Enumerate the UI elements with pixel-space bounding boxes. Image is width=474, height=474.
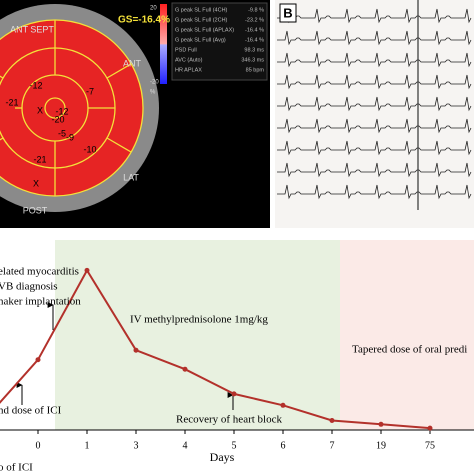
- ecg-trace: [277, 140, 472, 156]
- table-value: -9.8 %: [248, 7, 264, 13]
- x-tick-label: 0: [36, 440, 41, 451]
- panel-b-label: B: [283, 5, 292, 20]
- ecg-trace: [277, 96, 472, 112]
- segment-value: -20: [51, 114, 64, 124]
- segment-value: -9: [66, 132, 74, 142]
- table-label: G peak SL Full (Avg): [175, 37, 226, 43]
- wall-label: ANT: [123, 58, 142, 68]
- table-label: PSD Full: [175, 47, 197, 53]
- point: [182, 366, 188, 372]
- wall-label: LAT: [123, 172, 139, 182]
- bullseye: [0, 20, 143, 196]
- x-tick-label: 5: [232, 440, 237, 451]
- phase-iv: [55, 240, 340, 430]
- point: [84, 267, 90, 273]
- table-label: G peak SL Full (2CH): [175, 17, 228, 23]
- table-label: G peak SL Full (APLAX): [175, 27, 234, 33]
- x-tick-label: 19: [376, 440, 386, 451]
- ecg-bg: [275, 0, 474, 228]
- segment-value: -12: [55, 106, 68, 116]
- ecg-trace: [277, 118, 472, 134]
- panel-b: B: [275, 0, 474, 228]
- point: [280, 402, 286, 408]
- point: [427, 425, 433, 431]
- annotation: VB diagnosis: [0, 281, 58, 293]
- x-axis-label: Days: [210, 450, 235, 464]
- annotation: Tapered dose of oral predi: [352, 344, 467, 356]
- table-value: -16.4 %: [245, 27, 264, 33]
- point: [329, 418, 335, 423]
- table-value: 346.3 ms: [241, 57, 264, 63]
- table-value: 98.3 ms: [244, 47, 264, 53]
- marker: X: [33, 178, 39, 188]
- ecg-trace: [277, 184, 472, 200]
- ecg-trace: [277, 30, 472, 46]
- point: [378, 421, 384, 427]
- segment-value: -7: [86, 86, 94, 96]
- annotation: Recovery of heart block: [176, 414, 282, 426]
- table-label: HR APLAX: [175, 67, 202, 73]
- scale-label: 20: [150, 6, 157, 12]
- annotation: o of ICI: [0, 462, 33, 474]
- segment-value: -5: [58, 128, 66, 138]
- segment-value: -10: [83, 144, 96, 154]
- segment-value: -12: [29, 80, 42, 90]
- ecg-trace: [277, 8, 472, 24]
- x-tick-label: 6: [281, 440, 286, 451]
- table-label: G peak SL Full (4CH): [175, 7, 228, 13]
- ecg-trace: [277, 52, 472, 68]
- panel-b-label-box: [279, 3, 297, 23]
- x-tick-label: 4: [183, 440, 188, 451]
- x-tick-label: 3: [134, 440, 139, 451]
- segment-value: -21: [33, 154, 46, 164]
- marker: X: [37, 105, 43, 115]
- scale-label: -20: [150, 80, 159, 86]
- global-strain: GS=-16.4%: [118, 15, 170, 26]
- segment-value: -21: [5, 97, 18, 107]
- segment-lines: [0, 19, 144, 197]
- x-tick-label: 7: [330, 440, 335, 451]
- line: [0, 268, 431, 430]
- point: [133, 347, 139, 353]
- wall-label: ANT SEPT: [10, 24, 54, 34]
- ecg-trace: [277, 162, 472, 178]
- table-value: -23.2 %: [245, 17, 264, 23]
- annotation: naker implantation: [0, 296, 81, 308]
- color-scale: [160, 4, 167, 84]
- strain-table: [171, 2, 268, 81]
- scale-label: %: [150, 90, 156, 96]
- table-label: AVC (Auto): [175, 57, 203, 63]
- panel-c: 0 1 3 4 5 6 7 19 75 Days elated myocarditis VB diag…: [0, 240, 474, 474]
- annotation: IV methylprednisolone 1mg/kg: [130, 314, 268, 326]
- ecg-traces: [277, 8, 472, 200]
- point: [231, 391, 237, 397]
- phase-oral: [340, 240, 474, 430]
- annotation: elated myocarditis: [0, 266, 79, 278]
- annotation: nd dose of ICI: [0, 405, 62, 417]
- table-value: -16.4 %: [245, 37, 264, 43]
- wall-label: POST: [23, 205, 48, 215]
- table-value: 85 bpm: [246, 67, 265, 73]
- point: [35, 357, 41, 363]
- x-tick-label: 1: [85, 440, 90, 451]
- panel-a: GS=-16.4% ANT SEPT ANT LAT POST -12 -7 -12 -21 -2…: [0, 0, 270, 228]
- x-tick-label: 75: [425, 440, 435, 451]
- ecg-trace: [277, 74, 472, 90]
